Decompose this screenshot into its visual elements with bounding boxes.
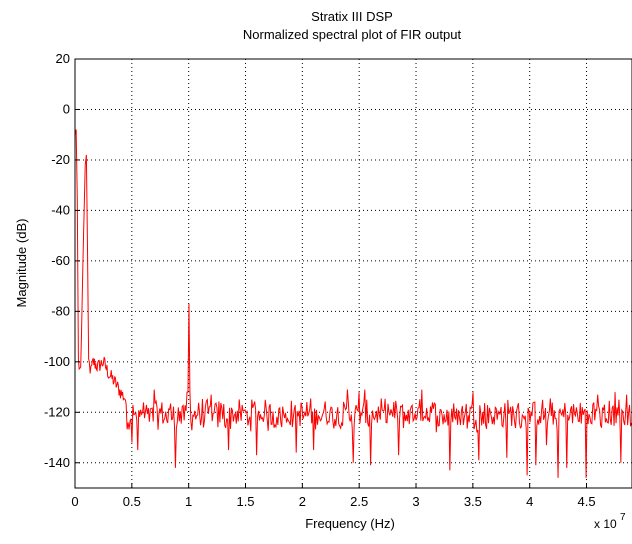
y-tick-label: -100 [44, 354, 70, 369]
x-axis-label: Frequency (Hz) [305, 516, 395, 531]
x-exponent-base: x 10 [594, 517, 617, 531]
plot-area-frame [74, 58, 632, 489]
y-tick-label: 0 [63, 101, 70, 116]
y-tick-label: 20 [56, 51, 70, 66]
x-exponent-power: 7 [620, 512, 626, 523]
y-tick-label: -20 [51, 152, 70, 167]
x-tick-label: 4 [526, 494, 533, 509]
x-tick-label: 1.5 [236, 494, 254, 509]
x-tick-label: 1 [185, 494, 192, 509]
x-tick-label: 3.5 [464, 494, 482, 509]
spectrum-line [74, 129, 632, 478]
y-tick-label: -80 [51, 303, 70, 318]
x-tick-label: 0.5 [123, 494, 141, 509]
x-tick-label: 2.5 [350, 494, 368, 509]
y-axis-label: Magnitude (dB) [14, 219, 29, 308]
x-tick-label: 0 [71, 494, 78, 509]
y-tick-labels: 20 0 -20 -40 -60 -80 -100 -120 -140 [44, 51, 70, 470]
x-tick-label: 2 [299, 494, 306, 509]
series-group [74, 129, 632, 478]
x-tick-labels: 0 0.5 1 1.5 2 2.5 3 3.5 4 4.5 [71, 494, 595, 509]
chart-title: Stratix III DSP [311, 9, 393, 24]
chart-subtitle: Normalized spectral plot of FIR output [243, 27, 462, 42]
grid [75, 59, 632, 488]
tick-marks [74, 58, 588, 488]
x-tick-label: 4.5 [577, 494, 595, 509]
y-tick-label: -60 [51, 253, 70, 268]
y-tick-label: -40 [51, 202, 70, 217]
y-tick-label: -140 [44, 455, 70, 470]
x-tick-label: 3 [412, 494, 419, 509]
y-tick-label: -120 [44, 404, 70, 419]
